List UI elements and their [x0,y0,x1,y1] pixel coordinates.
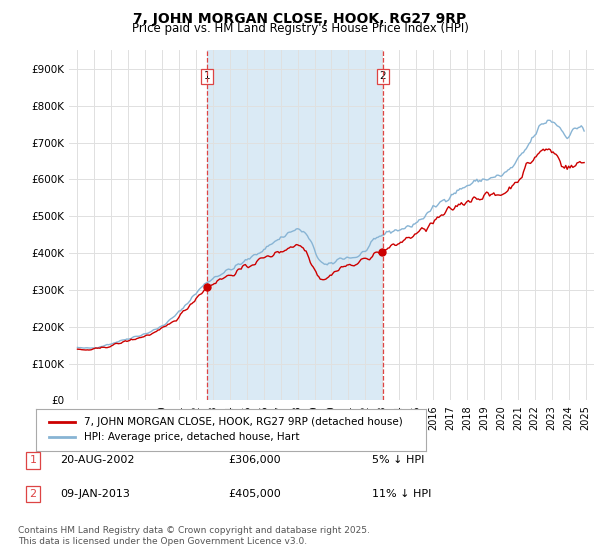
Text: 11% ↓ HPI: 11% ↓ HPI [372,489,431,499]
Text: 2: 2 [380,71,386,81]
Text: 5% ↓ HPI: 5% ↓ HPI [372,455,424,465]
Text: 09-JAN-2013: 09-JAN-2013 [60,489,130,499]
Text: 20-AUG-2002: 20-AUG-2002 [60,455,134,465]
Text: £306,000: £306,000 [228,455,281,465]
Text: 2: 2 [29,489,37,499]
Bar [207,50,383,400]
Text: Price paid vs. HM Land Registry's House Price Index (HPI): Price paid vs. HM Land Registry's House … [131,22,469,35]
Text: 1: 1 [29,455,37,465]
Text: 7, JOHN MORGAN CLOSE, HOOK, RG27 9RP: 7, JOHN MORGAN CLOSE, HOOK, RG27 9RP [133,12,467,26]
Text: £405,000: £405,000 [228,489,281,499]
Legend: 7, JOHN MORGAN CLOSE, HOOK, RG27 9RP (detached house), HPI: Average price, detac: 7, JOHN MORGAN CLOSE, HOOK, RG27 9RP (de… [45,413,407,446]
Text: 1: 1 [203,71,210,81]
Text: Contains HM Land Registry data © Crown copyright and database right 2025.
This d: Contains HM Land Registry data © Crown c… [18,526,370,546]
